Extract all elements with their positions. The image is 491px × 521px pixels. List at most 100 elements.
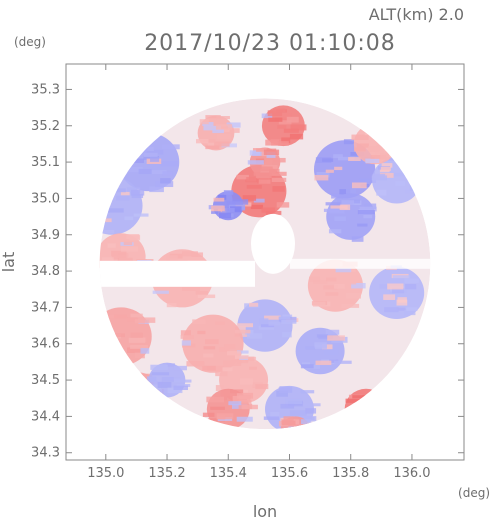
echo-speckle (205, 115, 221, 119)
echo-speckle (128, 386, 140, 392)
echo-speckle (130, 147, 148, 153)
echo-speckle (351, 182, 367, 189)
echo-speckle (121, 246, 139, 252)
echo-speckle (404, 309, 416, 316)
echo-speckle (325, 329, 340, 335)
echo-speckle (101, 257, 114, 262)
echo-speckle (313, 279, 328, 284)
echo-speckle (141, 419, 156, 425)
echo-speckle (118, 257, 133, 264)
echo-speckle (348, 417, 366, 422)
echo-speckle (215, 385, 225, 391)
echo-speckle (219, 212, 232, 219)
echo-speckle (248, 302, 259, 307)
echo-speckle (204, 451, 213, 454)
echo-speckle (99, 190, 101, 195)
echo-speckle (151, 372, 170, 376)
echo-speckle (412, 183, 428, 189)
echo-speckle (369, 416, 380, 421)
echo-speckle (127, 347, 142, 353)
echo-speckle (283, 427, 301, 430)
echo-speckle (384, 307, 399, 313)
echo-speckle (409, 185, 422, 192)
echo-speckle (241, 384, 251, 389)
echo-speckle (140, 348, 150, 354)
echo-speckle (82, 204, 93, 209)
echo-speckle (353, 408, 371, 413)
echo-speckle (169, 377, 181, 381)
echo-speckle (157, 381, 172, 388)
echo-speckle (265, 139, 280, 146)
echo-speckle (114, 314, 128, 319)
echo-speckle (376, 189, 387, 196)
echo-speckle (278, 120, 292, 125)
echo-speckle (192, 435, 204, 440)
echo-speckle (199, 119, 209, 125)
echo-speckle (300, 364, 314, 369)
x-tick-label: 135.8 (332, 466, 369, 481)
echo-speckle (150, 364, 168, 370)
echo-speckle (305, 408, 317, 414)
echo-speckle (285, 398, 303, 405)
echo-speckle (210, 443, 227, 448)
echo-speckle (236, 174, 249, 180)
echo-speckle (178, 442, 186, 446)
echo-speckle (125, 403, 140, 410)
echo-speckle (143, 152, 158, 158)
echo-speckle (109, 396, 119, 402)
echo-speckle (131, 193, 144, 199)
echo-speckle (272, 186, 285, 192)
echo-speckle (405, 284, 417, 290)
echo-speckle (186, 428, 201, 430)
echo-speckle (278, 316, 297, 323)
echo-speckle (236, 357, 249, 364)
echo-speckle (280, 403, 295, 409)
echo-speckle (335, 268, 352, 273)
echo-speckle (125, 167, 143, 173)
echo-speckle (236, 323, 254, 328)
echo-speckle (123, 241, 133, 246)
x-tick-label: 136.0 (393, 466, 430, 481)
echo-speckle (86, 218, 99, 222)
echo-speckle (314, 342, 327, 348)
echo-speckle (367, 394, 378, 401)
echo-speckle (107, 243, 116, 248)
echo-speckle (222, 367, 233, 372)
echo-speckle (404, 189, 421, 194)
echo-speckle (135, 373, 153, 377)
echo-speckle (271, 171, 287, 176)
echo-speckle (111, 188, 126, 193)
echo-speckle (302, 403, 321, 407)
echo-speckle (386, 144, 402, 148)
echo-speckle (197, 330, 206, 335)
echo-speckle (211, 210, 221, 214)
echo-speckle (404, 278, 419, 283)
echo-speckle (204, 434, 218, 438)
echo-speckle (166, 255, 178, 261)
echo-speckle (239, 378, 254, 385)
echo-speckle (328, 229, 342, 234)
echo-speckle (295, 427, 307, 430)
echo-speckle (205, 145, 220, 150)
echo-speckle (253, 172, 269, 176)
echo-speckle (176, 383, 191, 387)
echo-speckle (228, 401, 242, 406)
echo-speckle (270, 411, 280, 418)
echo-speckle (216, 413, 234, 420)
echo-speckle (363, 400, 380, 404)
echo-speckle (138, 317, 156, 323)
echo-speckle (108, 314, 118, 319)
x-tick-label: 135.0 (87, 466, 124, 481)
echo-speckle (272, 108, 286, 113)
echo-speckle (234, 332, 250, 337)
echo-speckle (290, 124, 307, 131)
echo-speckle (223, 128, 240, 133)
echo-speckle (232, 395, 251, 402)
echo-speckle (173, 379, 192, 383)
y-tick-label: 35.1 (31, 155, 60, 170)
echo-speckle (226, 201, 243, 205)
echo-speckle (289, 410, 307, 416)
echo-speckle (364, 423, 375, 430)
echo-speckle (192, 319, 206, 325)
echo-speckle (370, 155, 387, 159)
